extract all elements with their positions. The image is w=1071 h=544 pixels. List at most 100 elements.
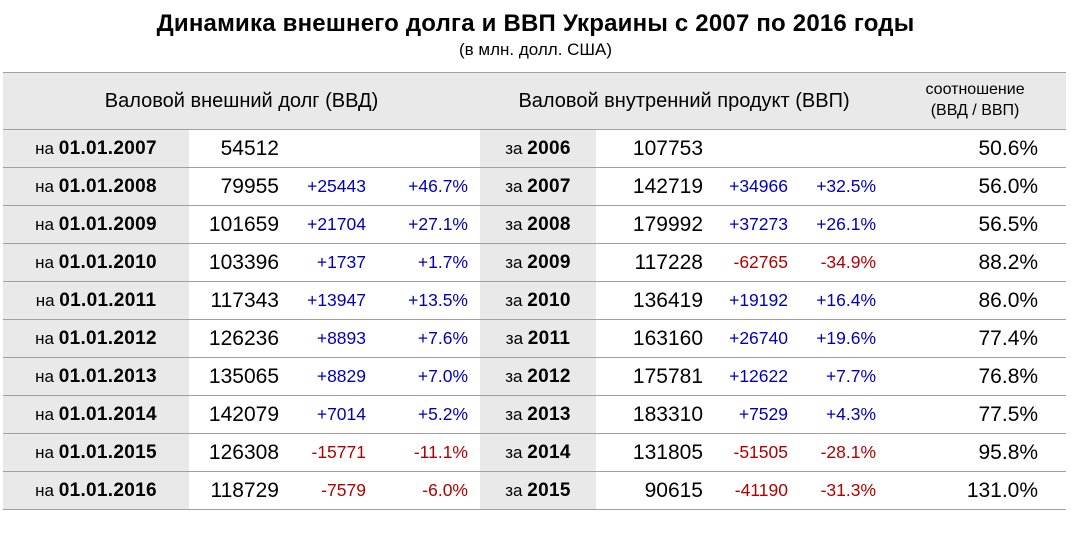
gdp-change-pct: -28.1% [820, 442, 877, 462]
gdp-change-pct: -31.3% [820, 480, 877, 500]
gdp-year-label: за 2012 [480, 357, 596, 396]
gdp-value: 142719 [632, 174, 703, 198]
debt-date: 01.01.2008 [58, 175, 157, 197]
gdp-change-pct: +4.3% [825, 404, 877, 424]
debt-date-prefix: на [35, 290, 55, 310]
debt-change-pct: +27.1% [408, 214, 468, 234]
debt-date: 01.01.2014 [58, 403, 157, 425]
debt-value: 142079 [208, 402, 279, 426]
gdp-year: 2015 [527, 479, 571, 501]
gdp-year-prefix: за [505, 290, 523, 310]
debt-date: 01.01.2013 [58, 365, 157, 387]
gdp-year: 2008 [527, 213, 571, 235]
debt-change-pct: +5.2% [417, 404, 468, 424]
debt-date-prefix: на [35, 366, 54, 386]
debt-date-label: на 01.01.2007 [3, 129, 189, 168]
gdp-change-abs: -41190 [734, 480, 788, 500]
table-row: на 01.01.2016 118729 -7579 -6.0% за 2015… [3, 471, 1067, 510]
table-header: Валовой внешний долг (ВВД) Валовой внутр… [3, 72, 1067, 130]
gdp-year-label: за 2010 [480, 281, 596, 320]
debt-gdp-ratio: 56.5% [978, 212, 1039, 236]
debt-change-pct: +13.5% [408, 290, 468, 310]
debt-change-abs: -15771 [311, 442, 367, 462]
gdp-value: 107753 [632, 136, 703, 160]
debt-date: 01.01.2007 [58, 137, 157, 159]
debt-date-prefix: на [35, 480, 54, 500]
debt-change-abs: +7014 [316, 404, 366, 424]
table-row: на 01.01.2008 79955 +25443 +46.7% за 200… [3, 167, 1067, 206]
gdp-change-abs: +26740 [729, 328, 788, 348]
debt-change-abs: +8893 [316, 328, 366, 348]
table-row: на 01.01.2015 126308 -15771 -11.1% за 20… [3, 433, 1067, 472]
debt-date-label: на 01.01.2012 [3, 319, 189, 358]
debt-value: 79955 [220, 174, 279, 198]
debt-value: 118729 [210, 478, 279, 502]
debt-date: 01.01.2012 [58, 327, 157, 349]
gdp-value: 175781 [632, 364, 703, 388]
page-subtitle: (в млн. долл. США) [459, 40, 612, 59]
debt-value: 101659 [208, 212, 279, 236]
debt-gdp-ratio: 131.0% [966, 478, 1039, 502]
debt-date-label: на 01.01.2016 [3, 471, 189, 510]
gdp-change-abs: +37273 [729, 214, 788, 234]
gdp-year-label: за 2007 [480, 167, 596, 206]
gdp-year-prefix: за [505, 480, 523, 500]
gdp-change-pct: +32.5% [816, 176, 877, 196]
gdp-change-abs: -51505 [733, 442, 789, 462]
gdp-change-abs: +34966 [729, 176, 788, 196]
table-row: на 01.01.2011 117343 +13947 +13.5% за 20… [3, 281, 1067, 320]
gdp-change-abs: +7529 [738, 404, 788, 424]
gdp-year: 2012 [527, 365, 571, 387]
debt-change-pct: -6.0% [422, 480, 468, 500]
debt-date: 01.01.2015 [58, 441, 157, 463]
debt-change-pct: +7.0% [417, 366, 468, 386]
debt-gdp-table: Валовой внешний долг (ВВД) Валовой внутр… [3, 72, 1067, 510]
debt-date: 01.01.2010 [58, 251, 157, 273]
gdp-change-abs: -62765 [733, 252, 789, 272]
table-row: на 01.01.2010 103396 +1737 +1.7% за 2009… [3, 243, 1067, 282]
gdp-year: 2007 [527, 175, 571, 197]
header-gdp: Валовой внутренний продукт (ВВП) [480, 72, 889, 130]
header-ratio: соотношение (ВВД / ВВП) [888, 72, 1067, 130]
gdp-year-label: за 2011 [480, 319, 596, 358]
debt-date-label: на 01.01.2013 [3, 357, 189, 396]
debt-gdp-ratio: 77.5% [978, 402, 1039, 426]
debt-date-label: на 01.01.2009 [3, 205, 189, 244]
debt-date-prefix: на [35, 176, 54, 196]
gdp-change-pct: +19.6% [816, 328, 877, 348]
debt-gdp-ratio: 50.6% [978, 136, 1039, 160]
gdp-value: 136419 [632, 288, 703, 312]
gdp-year-label: за 2014 [480, 433, 596, 472]
debt-date-label: на 01.01.2011 [3, 281, 189, 320]
debt-change-abs: -7579 [321, 480, 366, 500]
debt-change-pct: +7.6% [417, 328, 468, 348]
header-row: Валовой внешний долг (ВВД) Валовой внутр… [3, 72, 1067, 130]
table-row: на 01.01.2012 126236 +8893 +7.6% за 2011… [3, 319, 1067, 358]
debt-gdp-ratio: 77.4% [978, 326, 1039, 350]
table-body: на 01.01.2007 54512 за 2006 107753 50.6%… [3, 129, 1067, 510]
debt-value: 54512 [220, 136, 279, 160]
table-row: на 01.01.2007 54512 за 2006 107753 50.6% [3, 129, 1067, 168]
debt-change-pct [378, 130, 480, 168]
debt-date-label: на 01.01.2008 [3, 167, 189, 206]
debt-change-abs: +1737 [316, 252, 366, 272]
gdp-year-label: за 2006 [480, 129, 596, 168]
gdp-change-pct: -34.9% [820, 252, 877, 272]
debt-date-prefix: на [35, 138, 54, 158]
gdp-value: 183310 [632, 402, 703, 426]
debt-change-pct: +1.7% [417, 252, 468, 272]
debt-date: 01.01.2016 [58, 479, 157, 501]
debt-date-prefix: на [35, 252, 54, 272]
page-title: Динамика внешнего долга и ВВП Украины с … [156, 10, 915, 37]
debt-value: 135065 [208, 364, 279, 388]
debt-date-label: на 01.01.2014 [3, 395, 189, 434]
gdp-change-pct: +7.7% [825, 366, 877, 386]
gdp-change-pct: +26.1% [816, 214, 877, 234]
debt-change-abs: +8829 [316, 366, 366, 386]
debt-change-abs: +13947 [307, 290, 366, 310]
gdp-year-prefix: за [505, 176, 523, 196]
debt-gdp-ratio: 76.8% [978, 364, 1039, 388]
debt-change-pct: +46.7% [408, 176, 468, 196]
gdp-change-abs: +12622 [729, 366, 788, 386]
debt-value: 126236 [208, 326, 279, 350]
